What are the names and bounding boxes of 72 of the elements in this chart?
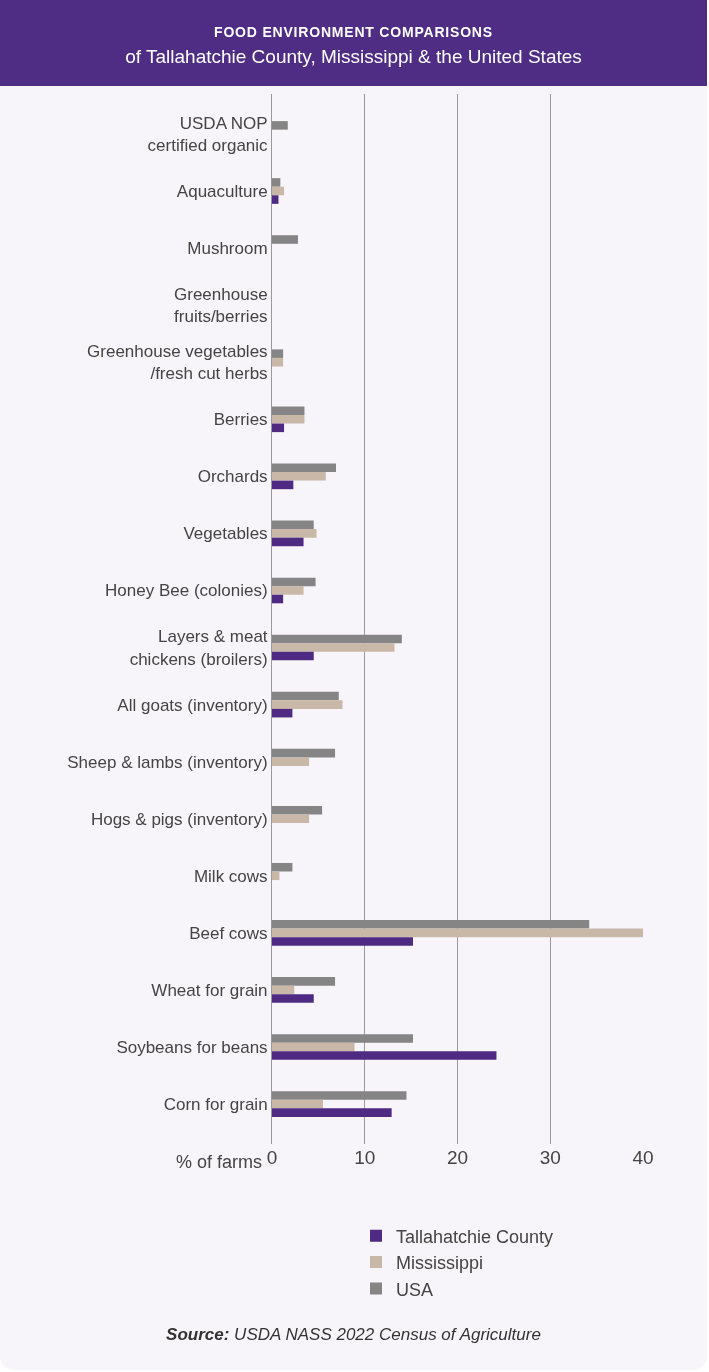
bar [272, 594, 284, 604]
bar [272, 994, 314, 1003]
y-tick-label: Sheep & lambs (inventory) [67, 752, 268, 772]
bar [272, 520, 314, 530]
y-tick-label: Hogs & pigs (inventory) [90, 809, 268, 829]
x-tick-label: 10 [354, 1147, 376, 1168]
chart-subtitle: of Tallahatchie County, Mississippi & the United States [124, 46, 583, 68]
bar [272, 920, 590, 929]
bar [272, 700, 343, 709]
y-tick-label: Orchards [197, 467, 268, 487]
bar [272, 862, 293, 872]
y-tick-label: Mushroom [187, 239, 268, 259]
bar [272, 406, 305, 415]
y-tick-label: Greenhouse fruits/berries [174, 285, 268, 327]
y-tick-label: Layers & meat chickens (broilers) [129, 627, 268, 669]
bar [272, 529, 317, 538]
y-tick-label: Wheat for grain [151, 980, 268, 1000]
bar [272, 1034, 413, 1043]
bar [272, 651, 314, 661]
bar [272, 121, 288, 130]
bar [272, 480, 294, 490]
bar [272, 577, 316, 587]
y-tick-label: Soybeans for beans [116, 1037, 268, 1057]
bar [272, 195, 279, 204]
bar [272, 937, 413, 946]
bar [272, 1042, 355, 1052]
bar [272, 472, 326, 481]
bar [272, 748, 336, 758]
bar [272, 1091, 407, 1100]
legend-label: Tallahatchie County [396, 1226, 554, 1247]
x-tick-label: 30 [539, 1147, 561, 1168]
bar [272, 1108, 392, 1117]
y-tick-label: USDA NOP certified organic [147, 113, 269, 155]
bar [272, 985, 295, 995]
bar [272, 537, 304, 547]
bar [272, 178, 281, 187]
bar [272, 357, 284, 367]
bar [272, 708, 293, 718]
source-note: Source: USDA NASS 2022 Census of Agriculture [165, 1325, 542, 1345]
x-axis-title: % of farms [176, 1152, 263, 1172]
x-tick-label: 20 [446, 1147, 469, 1168]
bar [272, 235, 298, 244]
bar [272, 634, 402, 644]
bar [272, 805, 323, 815]
bar [272, 1051, 497, 1060]
bar [272, 463, 336, 473]
bar [272, 928, 643, 938]
legend-label: Mississippi [396, 1253, 484, 1274]
y-tick-label: Beef cows [189, 923, 268, 943]
bar [272, 1099, 324, 1109]
y-tick-label: Vegetables [183, 524, 268, 544]
y-tick-label: Berries [213, 410, 268, 430]
y-tick-label: Milk cows [193, 866, 268, 886]
bar [272, 977, 336, 986]
bar [272, 586, 304, 595]
x-tick-label: 0 [266, 1147, 278, 1168]
x-tick-label: 40 [632, 1147, 654, 1168]
bar [272, 757, 310, 766]
bar [272, 349, 284, 358]
legend-label: USA [396, 1279, 434, 1300]
bar [272, 186, 285, 196]
y-tick-label: Aquaculture [176, 181, 268, 201]
bar [272, 643, 395, 652]
bar [272, 423, 285, 433]
y-tick-label: All goats (inventory) [117, 695, 268, 715]
bar [272, 691, 339, 701]
y-tick-label: Corn for grain [163, 1095, 268, 1114]
y-tick-label: Greenhouse vegetables /fresh cut herbs [87, 342, 268, 384]
bar [272, 414, 305, 424]
y-tick-label: Honey Bee (colonies) [105, 581, 268, 601]
bar [272, 814, 310, 824]
chart-title: FOOD ENVIRONMENT COMPARISONS [213, 24, 494, 40]
